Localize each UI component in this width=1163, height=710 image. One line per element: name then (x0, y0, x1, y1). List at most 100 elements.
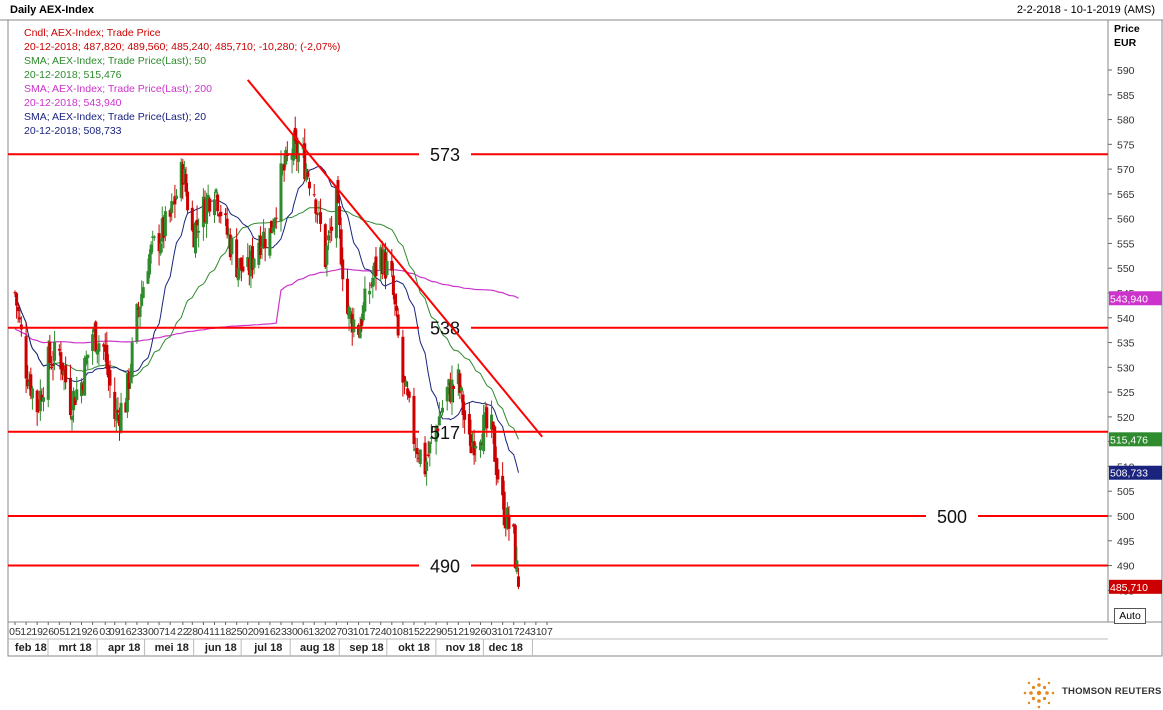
candle-body (494, 457, 498, 476)
candle-body (507, 514, 511, 529)
legend-entry: 20-12-2018; 543,940 (24, 97, 122, 109)
last-value-tag (1109, 291, 1162, 306)
candle-body (203, 199, 207, 222)
x-tick-label: 23 (131, 626, 143, 638)
candle-body (406, 388, 410, 396)
month-label: mei 18 (155, 642, 189, 654)
legend-entry: SMA; AEX-Index; Trade Price(Last); 50 (24, 55, 207, 67)
candle-body (472, 441, 476, 456)
last-value-tag (1109, 432, 1162, 447)
month-label: jun 18 (204, 642, 237, 654)
candle-body (30, 388, 34, 399)
candle-body (57, 348, 61, 351)
candle-body (206, 194, 210, 203)
downtrend-line (246, 79, 543, 438)
candle-body (382, 249, 386, 274)
candle-body (86, 354, 90, 358)
candle-body (358, 325, 362, 339)
candle-body (219, 211, 223, 216)
candle-body (35, 390, 39, 413)
candle-body (197, 230, 201, 233)
candle-body (512, 524, 516, 527)
candle-body (160, 218, 164, 242)
y-tick-label: 575 (1117, 139, 1135, 151)
candle-body (263, 238, 267, 249)
auto-scale-button[interactable]: Auto (1114, 608, 1146, 624)
candle-body (72, 390, 76, 411)
x-tick-label: 10 (497, 626, 509, 638)
x-tick-label: 26 (42, 626, 54, 638)
candle-body (448, 382, 452, 402)
level-label-573: 573 (430, 145, 460, 165)
candle-body (97, 343, 101, 352)
candle-body (214, 189, 218, 193)
month-label: apr 18 (108, 642, 140, 654)
candle-body (64, 365, 68, 383)
candle-body (304, 168, 308, 181)
candle-body (119, 402, 123, 432)
candle-body (269, 220, 273, 233)
x-tick-label: 03 (99, 626, 111, 638)
month-label: dec 18 (489, 642, 523, 654)
candle-body (129, 372, 133, 383)
candle-body (306, 172, 310, 177)
candle-body (171, 202, 175, 204)
candle-body (246, 257, 250, 267)
x-tick-label: 24 (375, 626, 387, 638)
candle-body (252, 258, 256, 268)
candle-body (440, 407, 444, 413)
x-tick-label: 09 (253, 626, 265, 638)
candle-body (241, 266, 245, 272)
x-tick-label: 14 (164, 626, 176, 638)
level-label-517: 517 (430, 423, 460, 443)
candle-body (95, 349, 99, 355)
candle-body (284, 150, 288, 165)
candle-body (491, 421, 495, 431)
candle-body (49, 366, 53, 368)
x-tick-label: 06 (297, 626, 309, 638)
candle-body (216, 194, 220, 212)
legend-entry: 20-12-2018; 515,476 (24, 69, 122, 81)
x-tick-label: 12 (65, 626, 77, 638)
candle-body (174, 195, 178, 199)
candle-body (447, 379, 451, 386)
candle-body (330, 226, 334, 231)
legend: Cndl; AEX-Index; Trade Price 20-12-2018; … (24, 26, 340, 138)
y-tick-label: 540 (1117, 313, 1135, 325)
x-tick-label: 17 (508, 626, 520, 638)
candle-body (41, 397, 45, 402)
y-tick-label: 530 (1117, 362, 1135, 374)
candle-body (281, 167, 285, 171)
x-tick-label: 27 (331, 626, 343, 638)
candle-body (235, 239, 239, 278)
candle-body (361, 305, 365, 321)
last-value-label: 543,940 (1110, 293, 1148, 305)
y-tick-label: 495 (1117, 536, 1135, 548)
candle-body (471, 442, 475, 447)
y-tick-label: 550 (1117, 263, 1135, 275)
candle-body (181, 164, 185, 185)
candle-body (195, 219, 199, 226)
candle-body (347, 306, 351, 319)
y-tick-label: 560 (1117, 214, 1135, 226)
candle-body (53, 341, 57, 361)
candle-body (336, 179, 340, 203)
candle-body (352, 319, 356, 333)
candle-body (103, 346, 107, 352)
candle-body (136, 307, 140, 310)
candle-body (474, 446, 478, 449)
month-label: mrt 18 (59, 642, 92, 654)
level-label-500: 500 (937, 507, 967, 527)
x-tick-label: 09 (109, 626, 121, 638)
candle-body (502, 491, 506, 526)
x-tick-label: 19 (76, 626, 88, 638)
y-tick-label: 590 (1117, 65, 1135, 77)
last-value-label: 485,710 (1110, 582, 1148, 594)
candle-body (385, 260, 389, 276)
x-tick-label: 28 (186, 626, 198, 638)
candle-body (496, 469, 500, 480)
level-label-490: 490 (430, 557, 460, 577)
x-tick-label: 19 (31, 626, 43, 638)
candle-body (363, 288, 367, 312)
